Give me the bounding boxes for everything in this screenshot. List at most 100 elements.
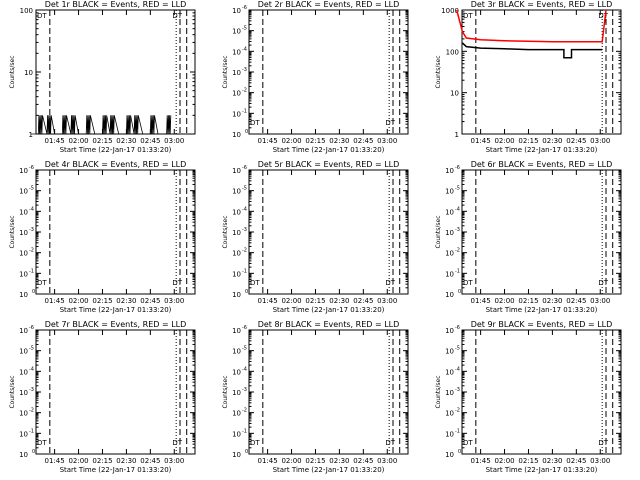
x-tick-label: 02:15 xyxy=(92,297,112,305)
x-axis-label: Start Time (22-Jan-17 01:33:20) xyxy=(273,306,385,314)
chart-panel-3: Det 3r BLACK = Events, RED = LLD 1 10 100 10… xyxy=(435,0,622,154)
chart-title: Det 1r BLACK = Events, RED = LLD xyxy=(45,0,187,9)
y-tick-label: 1 xyxy=(455,131,459,139)
x-tick-label: 01:45 xyxy=(45,457,65,465)
y-tick-label: 10 xyxy=(19,188,28,196)
y-tick-exponent: -5 xyxy=(242,186,247,192)
y-tick-label: 10 xyxy=(232,270,241,278)
x-tick-label: 02:45 xyxy=(140,457,160,465)
y-tick-label: 10 xyxy=(445,208,454,216)
y-tick-label: 10 xyxy=(19,167,28,175)
y-tick-exponent: -1 xyxy=(29,268,34,274)
x-tick-label: 02:00 xyxy=(494,457,514,465)
x-tick-label: 02:45 xyxy=(566,137,586,145)
dt-marker: DT xyxy=(172,12,182,20)
y-tick-exponent: -5 xyxy=(242,346,247,352)
y-tick-exponent: -5 xyxy=(455,186,460,192)
x-tick-label: 02:15 xyxy=(92,457,112,465)
y-tick-label: 10 xyxy=(232,7,241,15)
y-tick-label: 10 xyxy=(232,229,241,237)
chart-title: Det 8r BLACK = Events, RED = LLD xyxy=(258,320,400,329)
x-tick-label: 02:30 xyxy=(116,137,136,145)
y-tick-label: 10 xyxy=(445,389,454,397)
x-tick-label: 02:45 xyxy=(353,297,373,305)
plot-frame xyxy=(461,329,622,455)
x-tick-label: 02:30 xyxy=(329,297,349,305)
y-tick-label: 10 xyxy=(232,327,241,335)
y-tick-exponent: -4 xyxy=(455,206,460,212)
y-tick-label: 100 xyxy=(446,48,459,56)
y-tick-label: 10 xyxy=(24,69,33,77)
series-line-events xyxy=(461,42,603,59)
y-tick-label: 1000 xyxy=(441,7,459,15)
dt-marker: DT xyxy=(385,119,395,127)
dt-marker: DT xyxy=(37,279,47,287)
y-tick-label: 100 xyxy=(20,7,33,15)
y-tick-label: 10 xyxy=(19,250,28,258)
y-tick-exponent: 0 xyxy=(245,289,248,295)
dt-marker: DT xyxy=(598,12,608,20)
y-tick-exponent: -4 xyxy=(242,366,247,372)
x-tick-label: 01:45 xyxy=(471,297,491,305)
dt-marker: DT xyxy=(250,439,260,447)
x-axis-label: Start Time (22-Jan-17 01:33:20) xyxy=(273,466,385,474)
y-tick-label: 10 xyxy=(19,430,28,438)
chart-title: Det 2r BLACK = Events, RED = LLD xyxy=(258,0,400,9)
x-tick-label: 02:30 xyxy=(542,457,562,465)
x-tick-label: 02:45 xyxy=(566,297,586,305)
plot-frame xyxy=(248,9,409,135)
y-tick-label: 10 xyxy=(445,410,454,418)
y-tick-exponent: -1 xyxy=(29,428,34,434)
y-tick-exponent: 0 xyxy=(32,449,35,455)
x-tick-label: 01:45 xyxy=(258,297,278,305)
x-tick-label: 02:15 xyxy=(92,137,112,145)
dt-marker: DT xyxy=(250,119,260,127)
x-tick-label: 01:45 xyxy=(45,297,65,305)
y-tick-exponent: 0 xyxy=(245,129,248,135)
y-tick-label: 10 xyxy=(445,229,454,237)
y-tick-exponent: -1 xyxy=(242,428,247,434)
x-tick-label: 02:15 xyxy=(305,457,325,465)
y-tick-label: 10 xyxy=(232,28,241,36)
y-tick-label: 10 xyxy=(232,167,241,175)
x-tick-label: 02:30 xyxy=(329,137,349,145)
x-tick-label: 02:00 xyxy=(68,297,88,305)
y-tick-exponent: -6 xyxy=(29,165,34,171)
x-axis-label: Start Time (22-Jan-17 01:33:20) xyxy=(486,306,598,314)
y-tick-exponent: -3 xyxy=(242,67,247,73)
y-tick-label: 10 xyxy=(232,208,241,216)
y-tick-exponent: -4 xyxy=(455,366,460,372)
x-tick-label: 03:00 xyxy=(590,137,610,145)
y-tick-label: 10 xyxy=(19,368,28,376)
y-tick-label: 10 xyxy=(19,451,28,459)
y-tick-exponent: -6 xyxy=(242,325,247,331)
x-tick-label: 01:45 xyxy=(258,137,278,145)
x-tick-label: 02:30 xyxy=(116,457,136,465)
series-line-events xyxy=(30,115,172,135)
chart-panel-1: Det 1r BLACK = Events, RED = LLD 1 10 100 01… xyxy=(9,0,196,154)
y-tick-label: 10 xyxy=(19,389,28,397)
x-tick-label: 02:30 xyxy=(542,137,562,145)
chart-title: Det 9r BLACK = Events, RED = LLD xyxy=(471,320,613,329)
y-axis-label: Counts/sec xyxy=(9,55,16,88)
y-axis-label: Counts/sec xyxy=(435,55,442,88)
y-tick-label: 10 xyxy=(445,291,454,299)
y-tick-label: 10 xyxy=(445,167,454,175)
x-tick-label: 02:00 xyxy=(68,137,88,145)
y-tick-label: 10 xyxy=(19,291,28,299)
x-tick-label: 02:15 xyxy=(305,137,325,145)
x-tick-label: 02:00 xyxy=(494,137,514,145)
y-tick-label: 10 xyxy=(445,188,454,196)
dt-marker: DT xyxy=(463,12,473,20)
y-tick-label: 10 xyxy=(19,229,28,237)
x-tick-label: 02:00 xyxy=(68,457,88,465)
y-tick-label: 10 xyxy=(232,430,241,438)
y-tick-exponent: -2 xyxy=(242,408,247,414)
y-tick-exponent: -4 xyxy=(242,46,247,52)
